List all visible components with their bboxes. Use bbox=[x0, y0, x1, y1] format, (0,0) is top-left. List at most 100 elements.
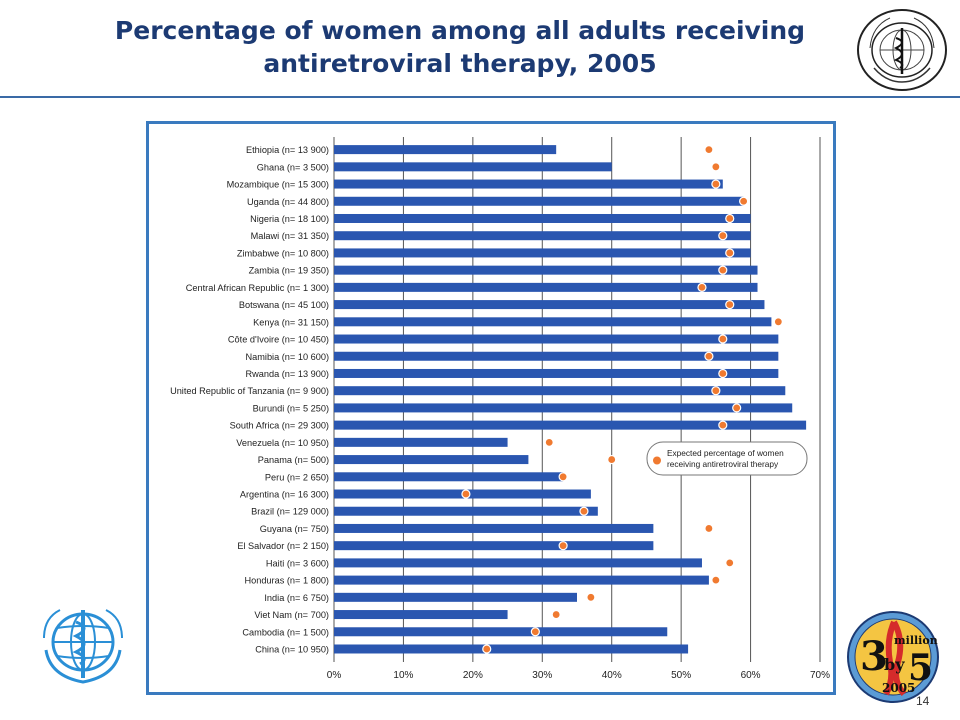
bar bbox=[334, 368, 779, 378]
expected-dot bbox=[697, 282, 707, 292]
expected-dot bbox=[739, 196, 749, 206]
bar bbox=[334, 437, 508, 447]
bar bbox=[334, 196, 744, 206]
expected-dot bbox=[544, 437, 554, 447]
bar bbox=[334, 282, 758, 292]
category-label: United Republic of Tanzania (n= 9 900) bbox=[170, 386, 329, 396]
category-label: Ethiopia (n= 13 900) bbox=[246, 145, 329, 155]
expected-dot bbox=[718, 420, 728, 430]
category-label: India (n= 6 750) bbox=[264, 593, 329, 603]
expected-dot bbox=[732, 403, 742, 413]
bar bbox=[334, 300, 765, 310]
expected-dot bbox=[718, 368, 728, 379]
bar bbox=[334, 558, 702, 568]
category-label: Zimbabwe (n= 10 800) bbox=[237, 248, 329, 258]
expected-dot bbox=[482, 644, 492, 654]
x-tick-label: 50% bbox=[671, 670, 691, 681]
bar bbox=[334, 472, 564, 482]
bar bbox=[334, 403, 793, 413]
chart-svg: 0% 10% 20% 30% 40% 50% 60% 70% Ethiopia (n= 13 9… bbox=[170, 137, 830, 681]
expected-dot bbox=[711, 386, 721, 396]
category-label: Central African Republic (n= 1 300) bbox=[186, 283, 329, 293]
category-label: Zambia (n= 19 350) bbox=[249, 266, 329, 276]
category-label: Haiti (n= 3 600) bbox=[266, 558, 329, 568]
legend-label-line-1: Expected percentage of women bbox=[667, 448, 784, 458]
bar bbox=[334, 506, 598, 516]
bar bbox=[334, 610, 508, 620]
title-line-1: Percentage of women among all adults rec… bbox=[114, 16, 806, 45]
expected-dot bbox=[607, 454, 617, 465]
category-label: Kenya (n= 31 150) bbox=[253, 317, 329, 327]
bar bbox=[334, 145, 557, 155]
category-label: Panama (n= 500) bbox=[258, 455, 329, 465]
category-label: El Salvador (n= 2 150) bbox=[237, 541, 329, 551]
category-label: China (n= 10 950) bbox=[255, 644, 329, 654]
expected-dot bbox=[725, 248, 735, 258]
bar bbox=[334, 575, 709, 585]
category-label: Uganda (n= 44 800) bbox=[247, 197, 329, 207]
category-label: Guyana (n= 750) bbox=[260, 524, 329, 534]
bar bbox=[334, 265, 758, 275]
x-tick-label: 40% bbox=[602, 670, 622, 681]
bar bbox=[334, 523, 654, 533]
expected-dot bbox=[551, 609, 561, 620]
x-tick-label: 30% bbox=[532, 670, 552, 681]
page-number: 14 bbox=[916, 694, 930, 708]
bar bbox=[334, 179, 723, 189]
category-label: Botswana (n= 45 100) bbox=[239, 300, 329, 310]
expected-dot bbox=[558, 541, 568, 551]
bar bbox=[334, 644, 689, 654]
category-label: Nigeria (n= 18 100) bbox=[250, 214, 329, 224]
expected-dot bbox=[586, 592, 596, 602]
category-label: Cambodia (n= 1 500) bbox=[242, 627, 329, 637]
title-divider bbox=[0, 96, 960, 98]
logo-word-by: by bbox=[884, 655, 905, 674]
x-tick-label: 60% bbox=[741, 670, 761, 681]
expected-dot bbox=[725, 299, 735, 310]
expected-dot bbox=[704, 145, 714, 155]
legend-label-line-2: receiving antiretroviral therapy bbox=[667, 459, 779, 469]
category-label: Ghana (n= 3 500) bbox=[257, 162, 329, 172]
bar bbox=[334, 317, 772, 327]
category-label: Viet Nam (n= 700) bbox=[254, 610, 329, 620]
slide-title: Percentage of women among all adults rec… bbox=[60, 14, 860, 80]
bar bbox=[334, 213, 751, 223]
expected-dot bbox=[461, 489, 471, 499]
category-label: Malawi (n= 31 350) bbox=[251, 231, 329, 241]
x-tick-label: 10% bbox=[393, 670, 413, 681]
bar bbox=[334, 248, 751, 258]
expected-dot bbox=[718, 334, 728, 344]
expected-dot bbox=[704, 523, 714, 534]
bar bbox=[334, 455, 529, 465]
bar bbox=[334, 351, 779, 361]
expected-dot bbox=[711, 179, 721, 189]
category-label: Honduras (n= 1 800) bbox=[244, 576, 329, 586]
three-by-five-logo: 3 million by 5 2005 bbox=[847, 611, 939, 703]
category-label: Mozambique (n= 15 300) bbox=[227, 180, 329, 190]
expected-dot bbox=[725, 558, 735, 568]
legend-dot bbox=[653, 456, 661, 465]
category-label: Venezuela (n= 10 950) bbox=[236, 438, 329, 448]
legend-box bbox=[646, 441, 808, 476]
category-label: Argentina (n= 16 300) bbox=[240, 490, 329, 500]
who-emblem-logo bbox=[43, 609, 123, 684]
category-label: South Africa (n= 29 300) bbox=[230, 421, 329, 431]
bar bbox=[334, 592, 577, 602]
logo-digit-5: 5 bbox=[908, 647, 933, 689]
bar bbox=[334, 420, 807, 430]
who-seal-logo bbox=[857, 9, 947, 91]
bar bbox=[334, 162, 612, 172]
expected-dot bbox=[718, 231, 728, 241]
category-label: Namibia (n= 10 600) bbox=[246, 352, 330, 362]
category-label: Burundi (n= 5 250) bbox=[253, 403, 329, 413]
expected-dot bbox=[579, 506, 589, 516]
bar bbox=[334, 386, 786, 396]
expected-dot bbox=[773, 317, 783, 327]
bar bbox=[334, 541, 654, 551]
expected-dot bbox=[704, 351, 714, 361]
expected-dot bbox=[530, 627, 540, 637]
expected-dot bbox=[711, 162, 721, 172]
x-tick-label: 0% bbox=[327, 670, 342, 681]
bar bbox=[334, 627, 668, 637]
x-tick-label: 20% bbox=[463, 670, 483, 681]
